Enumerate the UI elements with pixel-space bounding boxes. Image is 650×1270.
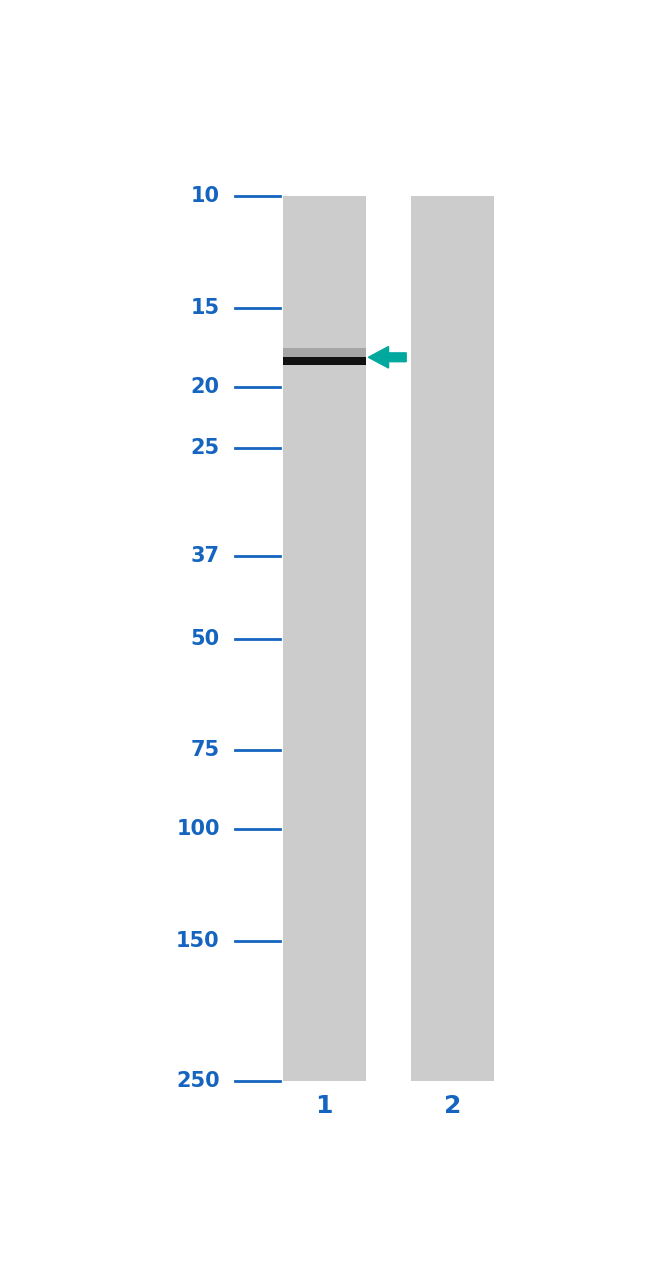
Text: 37: 37 [191, 546, 220, 566]
Text: 75: 75 [190, 740, 220, 761]
Text: 10: 10 [191, 187, 220, 207]
Text: 50: 50 [190, 629, 220, 649]
Text: 100: 100 [176, 819, 220, 839]
Text: 2: 2 [444, 1093, 462, 1118]
Bar [283, 357, 366, 364]
Bar [411, 197, 494, 1082]
Text: 25: 25 [190, 438, 220, 458]
Text: 150: 150 [176, 931, 220, 951]
Text: 1: 1 [315, 1093, 333, 1118]
Text: 250: 250 [176, 1072, 220, 1091]
Bar [283, 197, 366, 1082]
Text: 15: 15 [190, 298, 220, 318]
Text: 20: 20 [191, 377, 220, 398]
FancyArrow shape [369, 347, 406, 368]
Bar [283, 348, 366, 357]
